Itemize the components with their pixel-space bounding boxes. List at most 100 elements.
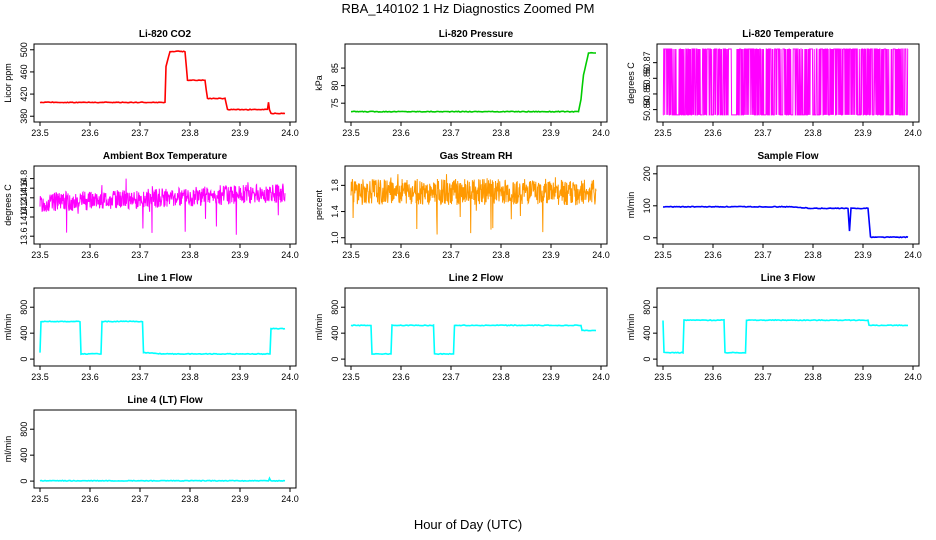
plot-frame [656, 287, 920, 367]
plot-frame [656, 43, 920, 123]
y-tick-label: 400 [19, 448, 29, 463]
x-tick-label: 23.7 [754, 128, 772, 138]
panel-title: Line 2 Flow [449, 273, 504, 284]
y-tick-label: 14.0 [19, 208, 29, 226]
x-tick-label: 23.7 [754, 372, 772, 382]
y-tick-label: 0 [642, 357, 652, 362]
panel-title: Ambient Box Temperature [103, 151, 228, 162]
x-tick-label: 24.0 [592, 250, 610, 260]
x-tick-label: 23.5 [31, 250, 49, 260]
x-tick-label: 23.7 [442, 250, 460, 260]
x-tick-label: 23.9 [542, 128, 560, 138]
x-tick-label: 23.9 [542, 372, 560, 382]
x-tick-label: 24.0 [592, 372, 610, 382]
y-tick-label: 200 [642, 166, 652, 181]
series-line [350, 174, 597, 235]
y-tick-label: 50.84 [642, 98, 652, 121]
panel-title: Gas Stream RH [440, 151, 513, 162]
x-tick-label: 23.9 [854, 250, 872, 260]
x-tick-label: 23.8 [804, 128, 822, 138]
y-axis-label: ml/min [626, 314, 636, 341]
panel-2: Li-820 Pressure 23.5 23.6 23.7 23.8 23.9 24.0 7… [314, 29, 610, 138]
series-line [39, 50, 286, 115]
x-tick-label: 23.8 [181, 250, 199, 260]
y-axis-label: ml/min [314, 314, 324, 341]
y-tick-label: 800 [642, 300, 652, 315]
panel-title: Sample Flow [757, 151, 818, 162]
y-tick-label: 400 [642, 326, 652, 341]
plot-frame [344, 165, 608, 245]
x-tick-label: 23.6 [392, 128, 410, 138]
y-tick-label: 1.4 [330, 205, 340, 218]
y-tick-label: 0 [642, 235, 652, 240]
x-tick-label: 23.5 [654, 128, 672, 138]
x-tick-label: 24.0 [904, 250, 922, 260]
series-line [39, 476, 286, 483]
x-tick-label: 23.9 [854, 372, 872, 382]
x-tick-label: 23.5 [31, 128, 49, 138]
x-tick-label: 23.6 [392, 250, 410, 260]
panel-title: Line 3 Flow [761, 273, 816, 284]
x-tick-label: 24.0 [904, 372, 922, 382]
x-tick-label: 23.5 [654, 250, 672, 260]
x-tick-label: 23.7 [131, 128, 149, 138]
y-tick-label: 14.6 [19, 179, 29, 197]
x-tick-label: 23.5 [342, 250, 360, 260]
y-axis-label: degrees C [3, 184, 13, 226]
x-tick-label: 23.5 [654, 372, 672, 382]
series-line [39, 178, 286, 235]
x-tick-label: 23.5 [31, 494, 49, 504]
panel-10: Line 4 (LT) Flow 23.5 23.6 23.7 23.8 23.9 24.0… [3, 395, 299, 504]
x-tick-label: 23.6 [704, 128, 722, 138]
x-tick-label: 23.7 [442, 128, 460, 138]
y-tick-label: 800 [19, 422, 29, 437]
series-line [350, 51, 596, 113]
series-line [662, 318, 908, 355]
panel-title: Line 4 (LT) Flow [127, 395, 203, 406]
y-tick-label: 380 [19, 109, 29, 124]
y-tick-label: 75 [330, 98, 340, 108]
plot-frame [344, 43, 608, 123]
x-tick-label: 24.0 [281, 250, 299, 260]
plot-frame [656, 165, 920, 245]
x-tick-label: 23.7 [754, 250, 772, 260]
x-tick-label: 23.5 [31, 372, 49, 382]
y-axis-label: percent [314, 189, 324, 220]
x-tick-label: 23.9 [542, 250, 560, 260]
y-tick-label: 1.0 [330, 231, 340, 244]
plot-frame [33, 43, 297, 123]
x-tick-label: 23.8 [181, 372, 199, 382]
x-tick-label: 24.0 [592, 128, 610, 138]
x-tick-label: 23.9 [231, 128, 249, 138]
x-tick-label: 23.7 [131, 250, 149, 260]
y-tick-label: 800 [330, 300, 340, 315]
panel-8: Line 2 Flow 23.5 23.6 23.7 23.8 23.9 24.0 0 400 8… [314, 273, 610, 382]
x-tick-label: 23.6 [81, 250, 99, 260]
y-tick-label: 460 [19, 64, 29, 79]
x-tick-label: 23.9 [231, 372, 249, 382]
plot-frame [344, 287, 608, 367]
y-tick-label: 14.4 [19, 189, 29, 207]
y-axis-label: ml/min [3, 436, 13, 463]
y-tick-label: 1.8 [330, 179, 340, 192]
x-tick-label: 23.6 [704, 250, 722, 260]
x-tick-label: 23.8 [492, 372, 510, 382]
series-line [350, 323, 597, 356]
y-tick-label: 420 [19, 87, 29, 102]
page-title: RBA_140102 1 Hz Diagnostics Zoomed PM [341, 1, 595, 16]
x-tick-label: 23.7 [131, 494, 149, 504]
x-tick-label: 23.7 [131, 372, 149, 382]
y-axis-label: degrees C [626, 62, 636, 104]
plot-frame [33, 409, 297, 489]
x-tick-label: 23.8 [181, 128, 199, 138]
series-line [39, 320, 286, 356]
panel-9: Line 3 Flow 23.5 23.6 23.7 23.8 23.9 24.0 0 400 8… [626, 273, 922, 382]
x-tick-label: 23.6 [704, 372, 722, 382]
panel-title: Line 1 Flow [138, 273, 193, 284]
plot-frame [33, 287, 297, 367]
x-tick-label: 23.9 [231, 250, 249, 260]
x-axis-caption: Hour of Day (UTC) [413, 517, 523, 532]
y-tick-label: 0 [19, 357, 29, 362]
y-tick-label: 800 [19, 300, 29, 315]
x-tick-label: 23.5 [342, 372, 360, 382]
